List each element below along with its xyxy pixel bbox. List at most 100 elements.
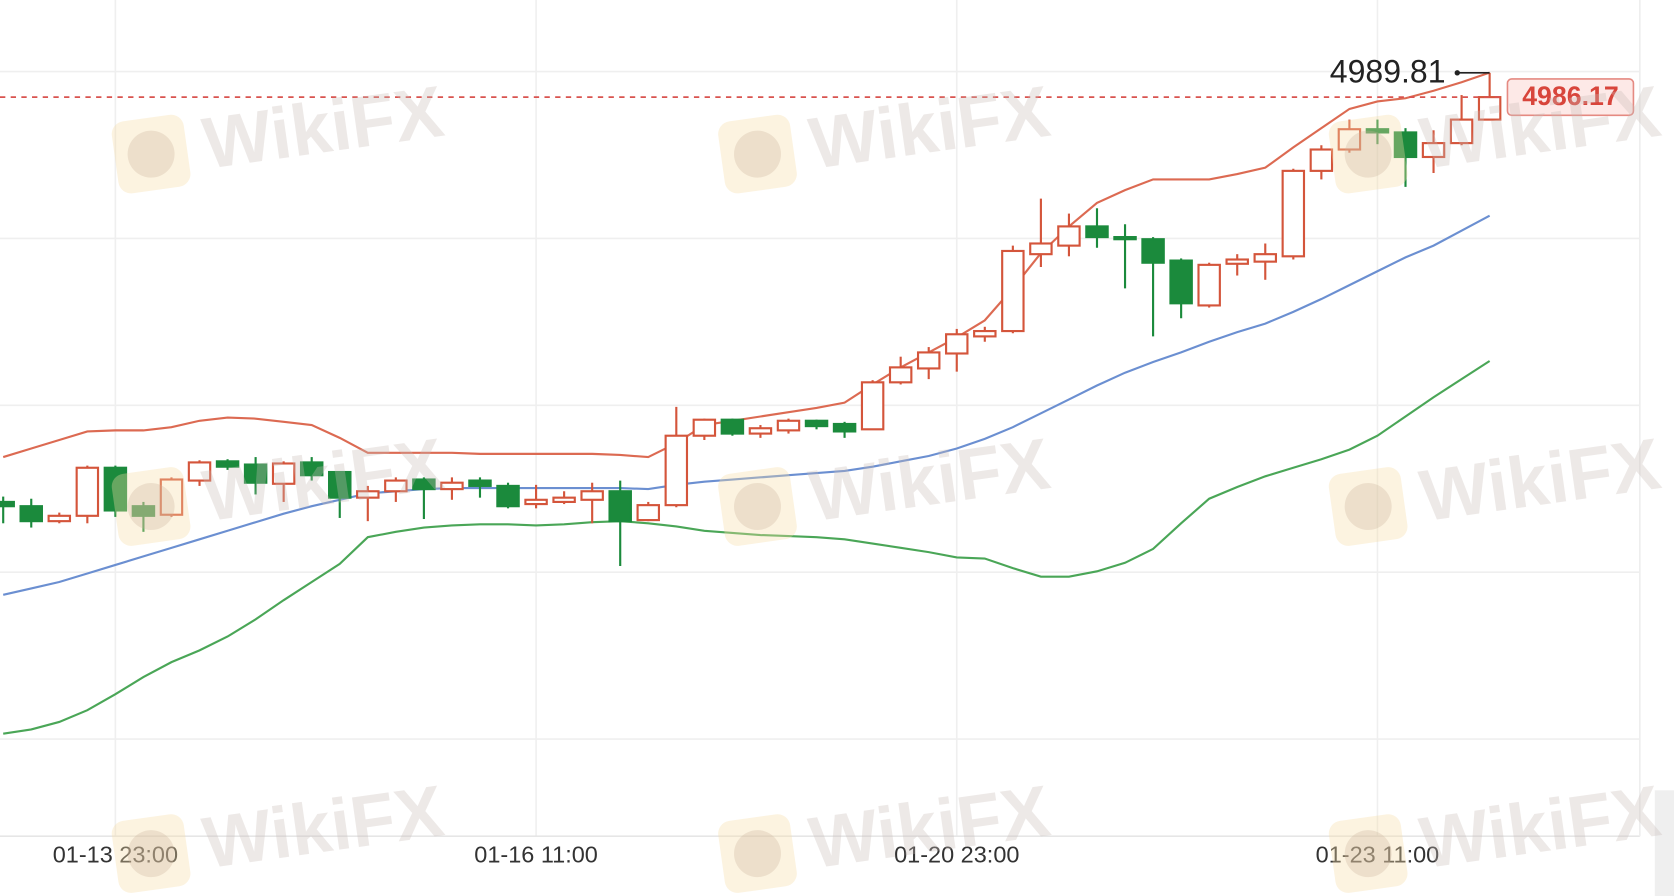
watermark-logo	[111, 814, 191, 893]
candle-body	[328, 470, 352, 499]
watermark-logo	[718, 814, 797, 893]
candle-body	[832, 422, 857, 433]
candle-body	[1169, 259, 1193, 305]
watermark-text: WikiFX	[198, 71, 448, 185]
candle-body	[552, 496, 576, 503]
candle-body	[75, 466, 100, 517]
scrollbar	[1654, 790, 1674, 896]
watermark-text: WikiFX	[1415, 423, 1665, 537]
watermark-logo	[111, 114, 191, 194]
candle-body	[1141, 238, 1165, 264]
candle-body	[1477, 96, 1502, 121]
watermark: WikiFX	[111, 71, 448, 194]
watermark: WikiFX	[718, 770, 1055, 893]
watermarks: WikiFX WikiFX WikiFX WikiFX WikiFX WikiFX Wiki…	[111, 71, 1665, 893]
band-line	[2, 71, 1490, 459]
watermark-logo-mark	[1344, 830, 1392, 878]
watermark-logo	[718, 467, 797, 546]
candle-body	[1421, 142, 1446, 159]
candle-body	[1113, 236, 1137, 241]
watermark-logo	[1328, 467, 1408, 546]
last-price-box	[1506, 78, 1635, 117]
candle-body	[945, 333, 969, 355]
watermark-logo	[1328, 814, 1408, 893]
candle-body	[384, 479, 408, 493]
x-tick-label: 01-23 11:00	[1316, 842, 1440, 868]
x-tick-label: 01-20 23:00	[894, 842, 1019, 868]
watermark-logo-mark	[734, 483, 781, 530]
candles	[0, 72, 1502, 567]
watermark-text: WikiFX	[198, 423, 448, 537]
x-tick-label: 01-16 11:00	[474, 842, 598, 868]
candle-body	[103, 466, 128, 512]
candle-body	[1281, 169, 1306, 258]
candle-body	[973, 329, 997, 338]
x-axis-labels: 01-13 23:00 01-16 11:00 01-20 23:00 01-23 1…	[53, 842, 1440, 868]
watermark-logo	[111, 467, 191, 546]
candle-body	[1337, 128, 1362, 151]
candle-body	[1365, 128, 1390, 134]
high-dot	[1454, 70, 1460, 76]
candle-body	[608, 490, 632, 523]
candle-body	[636, 504, 661, 522]
candle-body	[1029, 242, 1053, 256]
grid	[0, 0, 1640, 837]
watermark-logo-mark	[734, 830, 781, 878]
watermark-text: WikiFX	[198, 770, 448, 884]
watermark-logo	[718, 114, 797, 194]
candle-body	[1001, 249, 1025, 333]
watermark: WikiFX	[718, 71, 1055, 194]
candle-body	[1309, 148, 1334, 172]
candle-body	[356, 490, 380, 499]
watermark-logo	[1328, 114, 1408, 194]
candle-body	[720, 418, 745, 435]
price-annotations: 4986.17 4989.81	[0, 53, 1635, 117]
candle-body	[916, 351, 941, 370]
candle-body	[47, 514, 72, 523]
candle-body	[412, 478, 436, 491]
candle-body	[1197, 263, 1221, 307]
watermark-logo-mark	[127, 130, 175, 178]
watermark-logo-mark	[1344, 483, 1392, 530]
watermark-text: WikiFX	[1415, 770, 1665, 884]
candle-body	[131, 505, 156, 517]
candle-body	[496, 484, 520, 508]
band-line	[2, 214, 1491, 596]
candle-body	[440, 481, 464, 491]
candle-body	[187, 461, 212, 482]
high-label: 4989.81	[1330, 53, 1446, 89]
candle-body	[776, 419, 801, 432]
watermark-logo-mark	[734, 130, 781, 178]
candle-body	[888, 366, 913, 384]
candle-body	[524, 498, 548, 506]
band-line	[3, 360, 1491, 735]
candle-body	[1057, 225, 1081, 247]
candle-body	[1253, 253, 1278, 263]
candle-body	[860, 381, 885, 431]
watermark: WikiFX	[111, 770, 448, 893]
candle-body	[1449, 118, 1474, 145]
candle-body	[804, 419, 829, 428]
candle-body	[664, 434, 689, 507]
watermark-text: WikiFX	[1415, 71, 1665, 185]
candle-body	[468, 479, 492, 487]
bollinger-bands	[2, 71, 1491, 735]
candle-body	[1085, 225, 1109, 239]
candle-body	[0, 500, 15, 508]
watermark-text: WikiFX	[804, 71, 1054, 185]
candle-body	[215, 460, 240, 468]
watermark: WikiFX	[718, 423, 1055, 546]
candle-body	[19, 505, 43, 523]
candle-body	[580, 490, 604, 501]
watermark-text: WikiFX	[804, 423, 1054, 537]
candle-body	[1225, 258, 1249, 265]
watermark-logo-mark	[127, 483, 175, 530]
candle-body	[243, 463, 268, 484]
watermark-logo-mark	[127, 830, 175, 878]
candle-body	[692, 418, 717, 437]
candle-body	[748, 427, 773, 435]
last-price-label: 4986.17	[1522, 81, 1618, 111]
candle-body	[299, 461, 324, 477]
